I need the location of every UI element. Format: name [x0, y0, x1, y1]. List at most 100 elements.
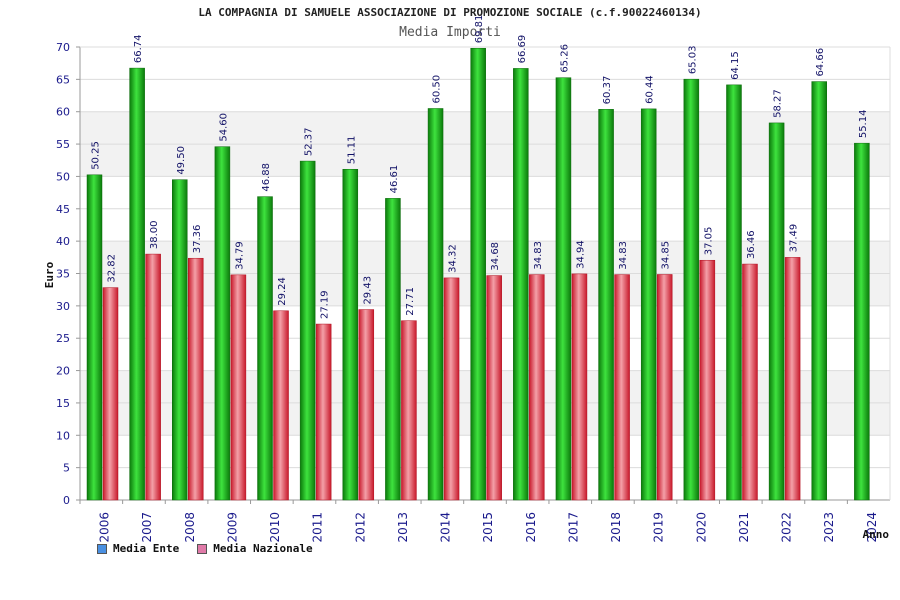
y-tick-label: 20 — [56, 365, 70, 378]
bar-media-nazionale — [571, 273, 588, 501]
y-tick-label: 45 — [56, 203, 70, 216]
bar-media-ente — [257, 196, 273, 501]
x-tick-label: 2016 — [524, 512, 538, 543]
legend-label-nazionale: Media Nazionale — [213, 542, 313, 555]
x-tick-label: 2024 — [865, 512, 879, 543]
data-label: 34.32 — [448, 244, 459, 273]
bar-media-nazionale — [742, 263, 758, 501]
bar-media-ente — [811, 81, 827, 501]
bar-media-nazionale — [656, 274, 673, 501]
x-tick-label: 2019 — [652, 512, 666, 543]
bar-media-nazionale — [614, 274, 630, 501]
data-label: 46.61 — [389, 165, 400, 194]
bar-media-nazionale — [273, 310, 289, 501]
data-label: 37.05 — [703, 227, 714, 256]
bar-media-ente — [470, 47, 486, 501]
bar-media-nazionale — [315, 323, 332, 501]
x-tick-label: 2014 — [439, 512, 453, 543]
bar-media-ente — [214, 146, 231, 501]
data-label: 64.66 — [815, 48, 826, 77]
x-tick-label: 2022 — [780, 512, 794, 543]
x-tick-label: 2023 — [822, 512, 836, 543]
chart-subtitle: Media Importi — [399, 25, 501, 40]
bar-media-nazionale — [486, 275, 502, 501]
y-tick-label: 5 — [63, 462, 70, 475]
bar-media-ente — [385, 198, 401, 501]
data-label: 29.24 — [277, 277, 288, 306]
data-label: 32.82 — [107, 254, 118, 283]
bar-media-nazionale — [784, 257, 801, 501]
data-label: 34.83 — [618, 241, 629, 270]
legend-swatch-ente — [97, 543, 107, 554]
data-label: 46.88 — [261, 163, 272, 192]
x-tick-label: 2007 — [140, 512, 154, 543]
bar-media-nazionale — [443, 277, 460, 501]
data-label: 58.27 — [773, 89, 784, 118]
data-label: 60.44 — [645, 75, 656, 104]
bar-media-ente — [427, 108, 444, 501]
x-tick-label: 2006 — [98, 512, 112, 543]
data-label: 34.94 — [575, 240, 586, 269]
y-tick-label: 10 — [56, 429, 70, 442]
legend: Media Ente Media Nazionale — [97, 542, 313, 555]
y-tick-label: 0 — [63, 494, 70, 507]
data-label: 60.50 — [432, 75, 443, 104]
data-label: 37.49 — [789, 224, 800, 253]
data-label: 34.68 — [490, 242, 501, 271]
data-label: 49.50 — [176, 146, 187, 175]
x-tick-label: 2015 — [481, 512, 495, 543]
legend-label-ente: Media Ente — [113, 542, 180, 555]
y-tick-label: 65 — [56, 73, 70, 86]
data-label: 65.03 — [687, 46, 698, 75]
data-label: 66.69 — [517, 35, 528, 64]
x-tick-label: 2020 — [694, 512, 708, 543]
y-tick-label: 25 — [56, 332, 70, 345]
x-tick-label: 2021 — [737, 512, 751, 543]
data-label: 34.83 — [533, 241, 544, 270]
data-label: 55.14 — [858, 110, 869, 139]
data-label: 27.19 — [320, 290, 331, 319]
bar-media-ente — [768, 122, 785, 501]
data-label: 54.60 — [218, 113, 229, 142]
bar-media-ente — [640, 108, 657, 501]
data-label: 36.46 — [746, 230, 757, 259]
bar-media-ente — [342, 168, 359, 501]
data-label: 29.43 — [362, 276, 373, 305]
bar-media-ente — [172, 179, 188, 501]
y-tick-label: 15 — [56, 397, 70, 410]
bar-media-nazionale — [529, 274, 545, 501]
y-tick-label: 60 — [56, 106, 70, 119]
data-label: 37.36 — [192, 225, 203, 254]
bar-media-ente — [129, 67, 145, 501]
y-tick-label: 70 — [56, 41, 70, 54]
x-tick-label: 2009 — [225, 512, 239, 543]
y-tick-label: 30 — [56, 300, 70, 313]
x-tick-label: 2011 — [311, 512, 325, 543]
y-tick-label: 50 — [56, 170, 70, 183]
y-tick-label: 40 — [56, 235, 70, 248]
bar-media-nazionale — [145, 253, 161, 501]
data-label: 69.81 — [474, 15, 485, 44]
y-tick-label: 55 — [56, 138, 70, 151]
legend-swatch-nazionale — [197, 543, 208, 554]
data-label: 34.79 — [234, 241, 245, 270]
bar-media-nazionale — [102, 287, 119, 501]
data-label: 51.11 — [346, 136, 357, 165]
bar-media-ente — [726, 84, 742, 501]
bar-media-ente — [513, 68, 529, 501]
x-tick-label: 2008 — [183, 512, 197, 543]
data-label: 34.85 — [661, 241, 672, 270]
legend-item-ente: Media Ente — [97, 542, 179, 555]
x-axis-label: Anno — [863, 528, 890, 541]
data-label: 52.37 — [304, 127, 315, 156]
bar-media-ente — [299, 160, 316, 501]
data-label: 60.37 — [602, 76, 613, 105]
data-label: 64.15 — [730, 51, 741, 80]
bar-media-nazionale — [699, 259, 716, 501]
legend-item-nazionale: Media Nazionale — [197, 542, 313, 555]
bar-media-ente — [683, 78, 700, 501]
data-label: 65.26 — [559, 44, 570, 73]
bar-media-ente — [555, 77, 572, 501]
bar-media-nazionale — [358, 309, 375, 501]
